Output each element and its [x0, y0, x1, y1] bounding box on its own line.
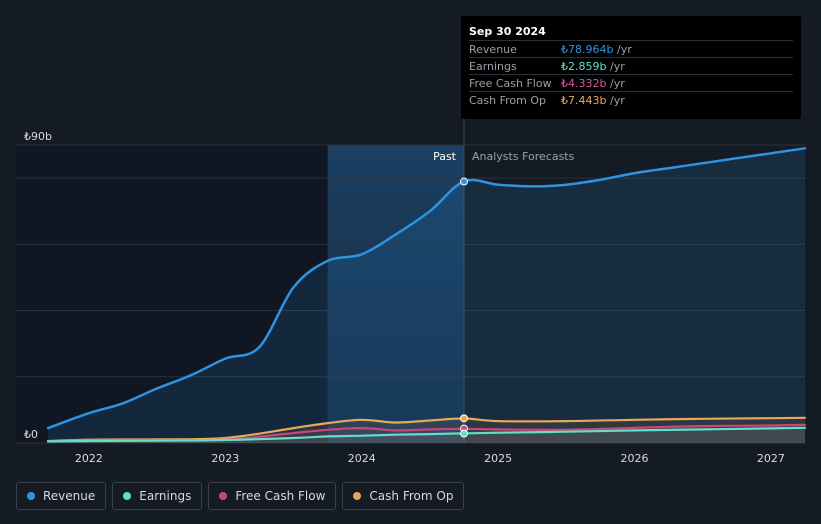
tooltip-label: Free Cash Flow	[469, 77, 552, 90]
legend-label: Revenue	[43, 489, 96, 503]
earnings-dot-icon	[123, 492, 132, 500]
grid	[16, 16, 805, 444]
tooltip-value-number: ₺78.964b	[561, 43, 614, 56]
tooltip-value: ₺7.443b /yr	[561, 94, 625, 107]
chart-labels: ₺90b ₺0 2022 2023 2024 2025 2026 2027 Past Analys…	[24, 130, 785, 465]
marker-cfo	[460, 414, 469, 423]
series-line-revenue	[46, 147, 807, 430]
marker-revenue	[460, 177, 469, 186]
chart-lines	[46, 147, 807, 443]
tooltip-row-earnings: Earnings ₺2.859b /yr	[469, 57, 793, 75]
tooltip-value: ₺78.964b /yr	[561, 43, 632, 56]
fcf-dot-icon	[219, 492, 228, 500]
legend-item-earnings[interactable]: Earnings	[112, 482, 203, 510]
chart-markers	[460, 177, 469, 438]
tooltip-value-number: ₺4.332b	[561, 77, 607, 90]
tooltip-unit: /yr	[616, 43, 632, 56]
tooltip: Sep 30 2024 Revenue ₺78.964b /yr Earning…	[461, 16, 801, 119]
tooltip-unit: /yr	[609, 94, 625, 107]
tooltip-value-number: ₺7.443b	[561, 94, 607, 107]
revenue-dot-icon	[27, 492, 35, 500]
tooltip-label: Cash From Op	[469, 94, 547, 107]
tooltip-unit: /yr	[609, 77, 625, 90]
x-tick-label: 2026	[621, 452, 649, 465]
tooltip-date: Sep 30 2024	[469, 25, 546, 38]
x-tick-label: 2025	[484, 452, 512, 465]
highlight-band	[327, 145, 465, 443]
area-revenue	[48, 148, 805, 444]
y-tick-label: ₺90b	[24, 130, 52, 143]
x-tick-label: 2024	[348, 452, 376, 465]
tooltip-row-fcf: Free Cash Flow ₺4.332b /yr	[469, 74, 793, 92]
tooltip-value-number: ₺2.859b	[561, 60, 607, 73]
tooltip-unit: /yr	[609, 60, 625, 73]
legend-label: Cash From Op	[369, 489, 454, 503]
y-tick-label: ₺0	[24, 428, 38, 441]
forecast-label: Analysts Forecasts	[472, 150, 575, 163]
x-tick-label: 2022	[75, 452, 103, 465]
legend-item-fcf[interactable]: Free Cash Flow	[208, 482, 337, 510]
x-tick-label: 2023	[211, 452, 239, 465]
legend-label: Earnings	[139, 489, 192, 503]
tooltip-label: Revenue	[469, 43, 517, 56]
x-tick-label: 2027	[757, 452, 785, 465]
tooltip-value: ₺4.332b /yr	[561, 77, 625, 90]
tooltip-label: Earnings	[469, 60, 517, 73]
legend-item-revenue[interactable]: Revenue	[16, 482, 107, 510]
series-line-earnings	[46, 426, 807, 443]
legend: Revenue Earnings Free Cash Flow Cash Fro…	[16, 482, 465, 512]
tooltip-row-cfo: Cash From Op ₺7.443b /yr	[469, 91, 793, 109]
cfo-dot-icon	[353, 492, 362, 500]
marker-earnings	[460, 429, 469, 438]
tooltip-row-revenue: Revenue ₺78.964b /yr	[469, 40, 793, 58]
tooltip-value: ₺2.859b /yr	[561, 60, 625, 73]
legend-item-cfo[interactable]: Cash From Op	[342, 482, 465, 510]
past-label: Past	[433, 150, 457, 163]
legend-label: Free Cash Flow	[235, 489, 326, 503]
